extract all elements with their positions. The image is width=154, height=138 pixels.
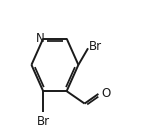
Text: O: O bbox=[101, 87, 111, 100]
Text: Br: Br bbox=[37, 115, 50, 128]
Text: N: N bbox=[36, 32, 45, 45]
Text: Br: Br bbox=[89, 40, 102, 53]
